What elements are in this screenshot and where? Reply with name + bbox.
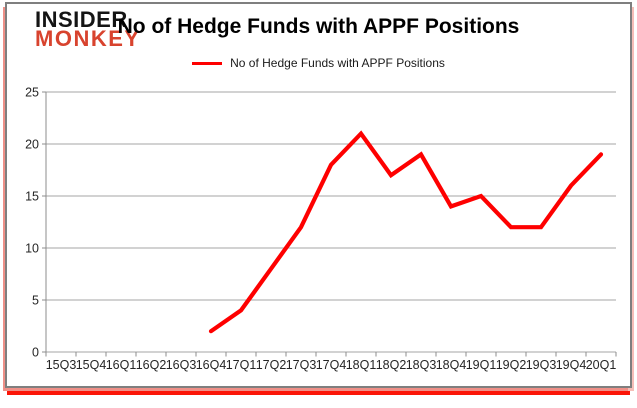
logo-text-insider: INSIDER xyxy=(35,7,128,32)
data-series-line xyxy=(208,130,604,334)
x-axis-label: 18Q2 xyxy=(376,358,407,372)
legend-line-swatch xyxy=(192,61,223,65)
x-axis-label: 19Q4 xyxy=(556,358,587,372)
x-axis-label: 19Q2 xyxy=(496,358,527,372)
x-axis-label: 18Q3 xyxy=(406,358,437,372)
chart-legend: No of Hedge Funds with APPF Positions xyxy=(0,56,637,70)
y-axis-label: 10 xyxy=(25,242,39,256)
x-axis-label: 17Q4 xyxy=(316,358,347,372)
x-axis-label: 19Q1 xyxy=(466,358,497,372)
y-axis-label: 15 xyxy=(25,190,39,204)
x-axis-label: 15Q4 xyxy=(76,358,107,372)
legend-label: No of Hedge Funds with APPF Positions xyxy=(230,56,445,70)
x-axis-label: 16Q2 xyxy=(136,358,167,372)
x-axis-label: 17Q3 xyxy=(286,358,317,372)
x-axis-label: 15Q3 xyxy=(46,358,77,372)
x-axis-label: 20Q1 xyxy=(586,358,617,372)
insider-monkey-logo: INSIDER MONKEY xyxy=(35,7,141,51)
x-axis-label: 16Q4 xyxy=(196,358,227,372)
y-axis-label: 0 xyxy=(32,346,39,360)
x-axis-label: 16Q3 xyxy=(166,358,197,372)
x-axis-label: 19Q3 xyxy=(526,358,557,372)
y-axis-label: 5 xyxy=(32,294,39,308)
x-axis-label: 18Q1 xyxy=(346,358,377,372)
logo-text-monkey: MONKEY xyxy=(35,26,141,51)
y-axis-label: 25 xyxy=(25,86,39,100)
x-axis-label: 17Q1 xyxy=(226,358,257,372)
y-axis-label: 20 xyxy=(25,138,39,152)
x-axis-label: 16Q1 xyxy=(106,358,137,372)
x-axis-label: 18Q4 xyxy=(436,358,467,372)
x-axis-label: 17Q2 xyxy=(256,358,287,372)
chart-title: No of Hedge Funds with APPF Positions xyxy=(117,15,520,38)
